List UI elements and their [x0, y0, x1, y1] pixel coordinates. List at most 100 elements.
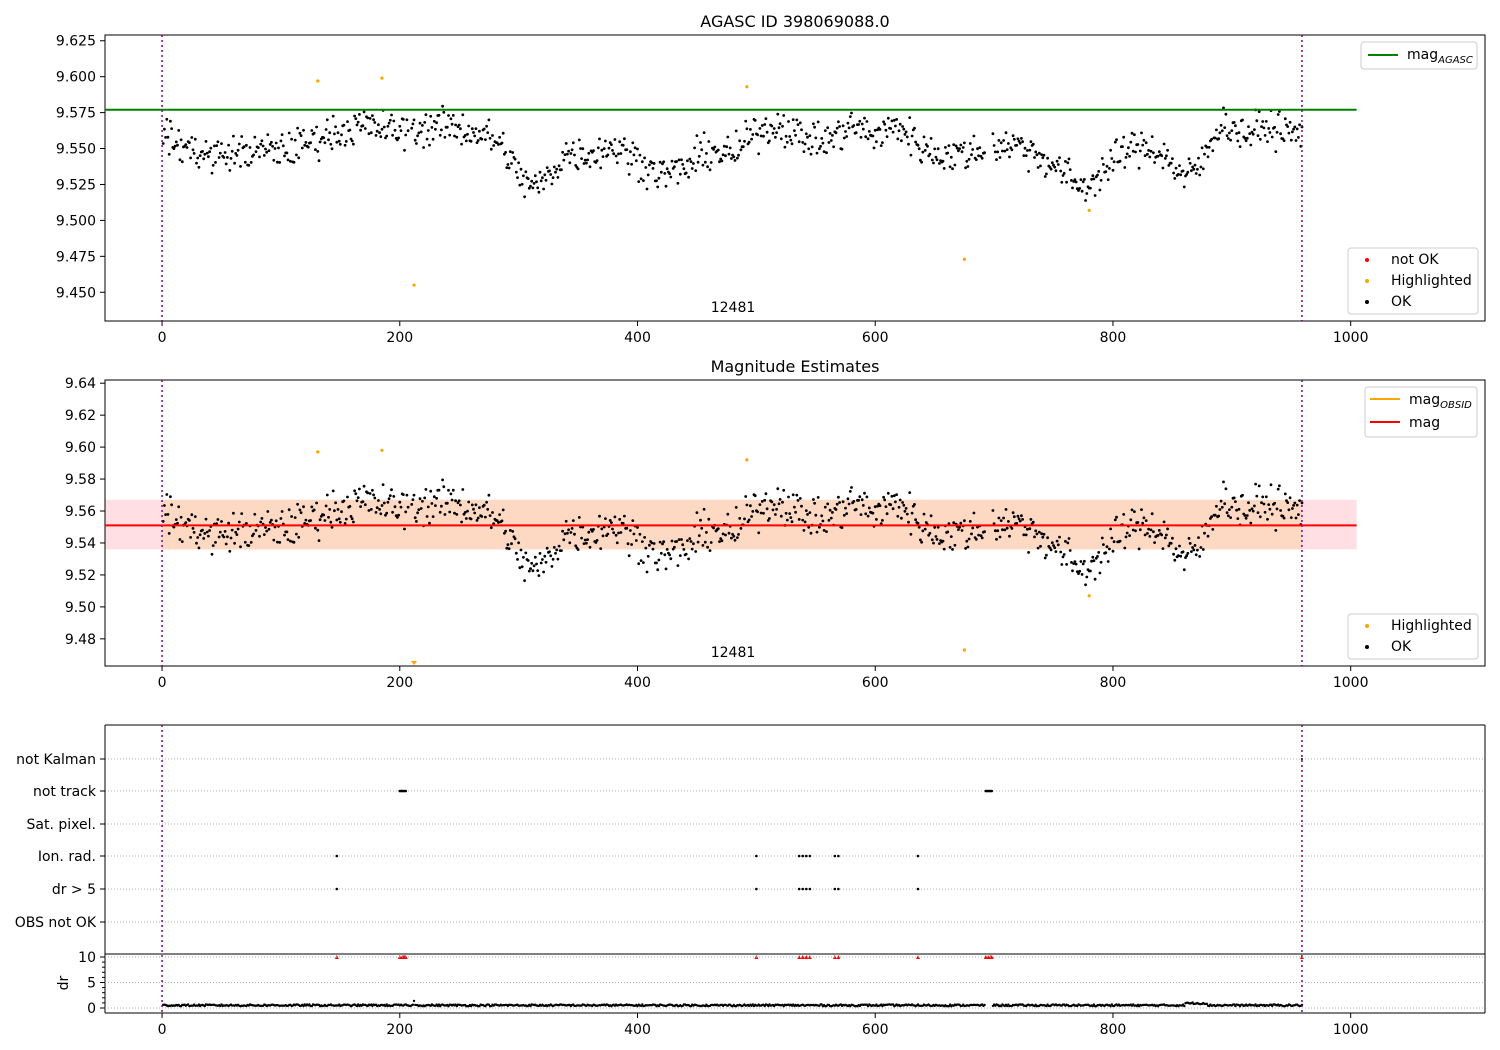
ok-point	[192, 531, 196, 534]
ok-point	[777, 502, 781, 506]
ok-point	[1020, 514, 1023, 518]
ok-point	[673, 165, 676, 169]
ok-point	[303, 143, 307, 147]
flag-point	[755, 854, 758, 858]
ok-point	[997, 139, 1001, 142]
ok-point	[203, 152, 207, 156]
ok-point	[403, 527, 406, 531]
ok-point	[379, 135, 383, 139]
ok-point	[1210, 137, 1213, 141]
ok-point	[204, 517, 208, 521]
ok-point	[1037, 151, 1041, 155]
ok-point	[1182, 185, 1186, 189]
ok-point	[485, 500, 488, 504]
ok-point	[344, 517, 348, 521]
ok-point	[1234, 500, 1237, 503]
ok-point	[747, 518, 751, 522]
y-tick-label: 9.525	[56, 177, 96, 193]
ok-point	[588, 545, 592, 549]
ok-point	[410, 126, 414, 130]
ok-point	[1298, 499, 1301, 502]
ok-point	[1148, 155, 1152, 159]
ok-point	[612, 152, 616, 156]
ok-point	[686, 159, 689, 163]
ok-point	[760, 500, 764, 503]
ok-point	[999, 519, 1003, 522]
ok-point	[687, 557, 690, 561]
ok-point	[1110, 157, 1114, 160]
ok-point	[475, 519, 479, 522]
ok-point	[952, 143, 956, 147]
ok-point	[551, 176, 555, 180]
ok-point	[1150, 135, 1154, 139]
ok-point	[1005, 526, 1009, 530]
ok-point	[287, 131, 291, 135]
ok-point	[280, 133, 284, 137]
ok-point	[652, 162, 656, 165]
ok-point	[599, 547, 603, 550]
ok-point	[757, 152, 761, 156]
ok-point	[1073, 560, 1077, 563]
ok-point	[979, 534, 983, 538]
ok-point	[706, 545, 709, 549]
ok-point	[1256, 134, 1260, 138]
dr-clipped-marker	[836, 955, 841, 959]
ok-point	[1100, 157, 1104, 160]
ok-point	[309, 519, 312, 522]
flag-point	[916, 854, 920, 858]
ok-point	[953, 543, 957, 547]
ok-point	[334, 501, 337, 505]
ok-point	[1186, 170, 1190, 174]
ok-point	[1074, 180, 1078, 184]
flags-x-axis-ticks: 0 200 400 600 800 1000	[158, 1013, 1369, 1038]
ok-point	[1268, 131, 1272, 134]
ok-point	[1011, 134, 1015, 138]
ok-point	[938, 162, 941, 165]
ok-point	[1133, 510, 1136, 513]
ok-point	[1110, 536, 1114, 540]
ok-point	[216, 140, 220, 144]
ok-point	[643, 536, 646, 539]
ok-point	[1179, 554, 1183, 558]
ok-point	[196, 156, 200, 160]
ok-point	[328, 131, 332, 135]
highlighted-point	[380, 448, 384, 452]
ok-point	[678, 554, 682, 557]
ok-point	[215, 144, 219, 148]
ok-point	[1028, 527, 1032, 531]
ok-point	[595, 159, 599, 163]
ok-point	[1060, 563, 1064, 566]
ok-point	[623, 514, 626, 518]
ok-point	[178, 538, 182, 541]
ok-point	[812, 498, 815, 501]
ok-point	[934, 535, 938, 538]
ok-point	[1176, 173, 1180, 176]
ok-point	[782, 488, 786, 492]
ok-point	[1279, 132, 1282, 136]
ok-point	[1219, 123, 1223, 127]
ok-point	[1276, 487, 1280, 491]
ok-point	[274, 141, 278, 145]
ok-point	[342, 123, 346, 127]
ok-point	[174, 140, 178, 144]
ok-point	[903, 509, 907, 513]
ok-point	[411, 498, 415, 501]
ok-point	[390, 113, 393, 117]
ok-point	[859, 135, 863, 139]
ok-point	[708, 549, 712, 552]
ok-point	[764, 492, 768, 496]
ok-point	[865, 495, 869, 499]
ok-point	[423, 121, 427, 124]
ok-point	[636, 147, 639, 151]
ok-point	[1045, 553, 1048, 557]
ok-point	[1134, 529, 1137, 533]
ok-point	[1040, 153, 1043, 157]
ok-point	[316, 150, 320, 153]
ok-point	[1108, 547, 1111, 551]
ok-point	[1172, 171, 1175, 175]
ok-point	[536, 569, 540, 572]
ok-point	[655, 561, 658, 565]
ok-point	[1031, 142, 1035, 146]
ok-point	[1001, 528, 1004, 532]
ok-point	[536, 186, 540, 190]
